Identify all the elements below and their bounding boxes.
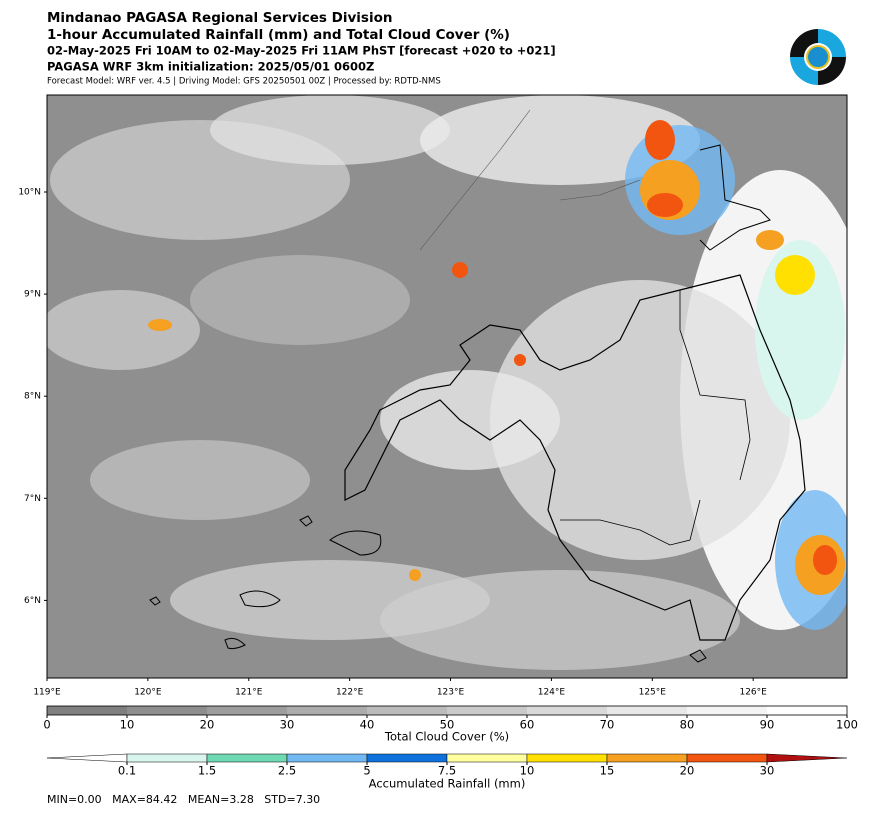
rain-color-bin [686,753,768,763]
cloud-tick-label: 30 [280,718,295,732]
y-tick-label: 9°N [24,290,41,300]
y-tick-label: 7°N [24,494,41,504]
subtitle: 1-hour Accumulated Rainfall (mm) and Tot… [47,27,510,43]
x-tick-label: 125°E [639,688,667,698]
init: PAGASA WRF 3km initialization: 2025/05/0… [47,60,374,74]
logo [790,29,846,85]
rain-color-bin [526,753,608,763]
cloud-color-bin [47,706,127,715]
x-tick-label: 123°E [437,688,465,698]
cloud-tick-label: 80 [680,718,695,732]
period: 02-May-2025 Fri 10AM to 02-May-2025 Fri … [47,44,556,58]
cloud-tick-label: 50 [440,718,455,732]
cloud-colorbar-label: Total Cloud Cover (%) [384,730,509,744]
rain-color-bin [446,753,528,763]
rain-tick-label: 5 [363,764,370,778]
title: Mindanao PAGASA Regional Services Divisi… [47,10,392,26]
rain-color-bin [126,753,208,763]
rain-tick-label: 15 [600,764,615,778]
cloud-color-bin [767,706,847,715]
cloud-tick-label: 100 [836,718,858,732]
x-tick-label: 121°E [235,688,263,698]
cloud-color-bin [287,706,367,715]
cloud-tick-label: 20 [200,718,215,732]
rain-tick-label: 1.5 [198,764,216,778]
model-info: Forecast Model: WRF ver. 4.5 | Driving M… [47,77,441,87]
cloud-tick-label: 90 [760,718,775,732]
rain-tick-label: 2.5 [278,764,296,778]
rain-tick-label: 30 [760,764,775,778]
cloud-color-bin [207,706,287,715]
cloud-tick-label: 10 [120,718,135,732]
rain-colorbar-label: Accumulated Rainfall (mm) [369,777,526,791]
rain-color-bin [606,753,688,763]
cloud-tick-label: 0 [43,718,50,732]
rain-color-bin [766,753,848,763]
cloud-color-bin [607,706,687,715]
rain-tick-label: 10 [520,764,535,778]
map-frame [46,94,848,679]
x-tick-label: 124°E [538,688,566,698]
y-tick-label: 8°N [24,392,41,402]
x-tick-label: 126°E [739,688,767,698]
rain-color-bin [206,753,288,763]
rain-tick-label: 7.5 [438,764,456,778]
cloud-tick-label: 40 [360,718,375,732]
cloud-tick-label: 60 [520,718,535,732]
y-tick-label: 6°N [24,596,41,606]
rain-tick-label: 20 [680,764,695,778]
cloud-color-bin [527,706,607,715]
cloud-color-bin [127,706,207,715]
rain-tick-label: 0.1 [118,764,136,778]
x-tick-label: 120°E [134,688,162,698]
y-tick-label: 10°N [18,187,41,197]
rain-color-bin [366,753,448,763]
map-field [47,95,847,678]
rain-color-bin [46,753,128,763]
cloud-tick-label: 70 [600,718,615,732]
x-tick-label: 119°E [33,688,61,698]
x-tick-label: 122°E [336,688,364,698]
cloud-color-bin [367,706,447,715]
cloud-color-bin [687,706,767,715]
cloud-color-bin [447,706,527,715]
rain-color-bin [286,753,368,763]
stats: MIN=0.00 MAX=84.42 MEAN=3.28 STD=7.30 [47,793,320,806]
